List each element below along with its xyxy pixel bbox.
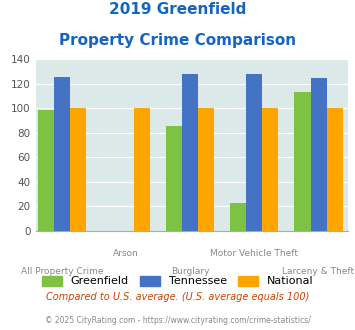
Bar xyxy=(70,109,86,231)
Bar xyxy=(230,203,246,231)
Text: Compared to U.S. average. (U.S. average equals 100): Compared to U.S. average. (U.S. average … xyxy=(46,292,309,302)
Text: Property Crime Comparison: Property Crime Comparison xyxy=(59,33,296,48)
Text: Motor Vehicle Theft: Motor Vehicle Theft xyxy=(211,249,299,258)
Bar xyxy=(54,77,70,231)
Bar xyxy=(311,78,327,231)
Text: 2019 Greenfield: 2019 Greenfield xyxy=(109,2,246,16)
Bar xyxy=(295,92,311,231)
Bar xyxy=(246,74,262,231)
Text: All Property Crime: All Property Crime xyxy=(21,267,103,276)
Bar xyxy=(327,109,343,231)
Text: Burglary: Burglary xyxy=(171,267,209,276)
Bar xyxy=(198,109,214,231)
Bar xyxy=(166,126,182,231)
Bar xyxy=(182,74,198,231)
Bar xyxy=(38,110,54,231)
Text: Larceny & Theft: Larceny & Theft xyxy=(283,267,355,276)
Text: Arson: Arson xyxy=(113,249,139,258)
Bar xyxy=(134,109,150,231)
Legend: Greenfield, Tennessee, National: Greenfield, Tennessee, National xyxy=(37,271,318,291)
Text: © 2025 CityRating.com - https://www.cityrating.com/crime-statistics/: © 2025 CityRating.com - https://www.city… xyxy=(45,316,310,325)
Bar xyxy=(262,109,278,231)
